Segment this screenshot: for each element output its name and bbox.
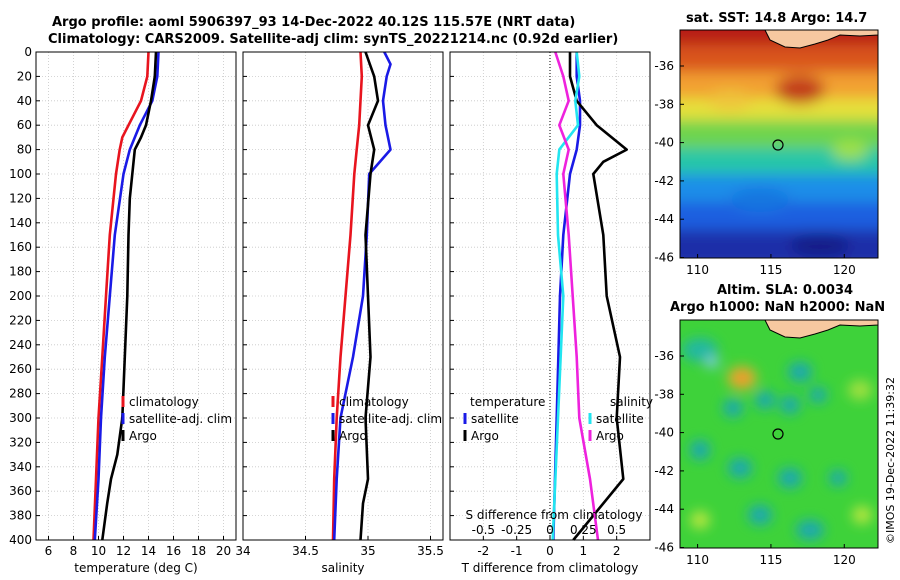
legend-label: satellite-adj. clim <box>339 412 442 426</box>
y-tick-label: 20 <box>17 69 32 83</box>
sst-lat-label: -38 <box>654 97 674 111</box>
y-tick-label: 160 <box>9 240 32 254</box>
y-tick-label: 360 <box>9 484 32 498</box>
y-tick-label: 220 <box>9 313 32 327</box>
y-tick-label: 80 <box>17 143 32 157</box>
sst-lat-label: -44 <box>654 212 674 226</box>
series-s-argo <box>554 51 600 541</box>
y-tick-label: 140 <box>9 216 32 230</box>
x-tick-label: 0 <box>546 544 554 558</box>
series-climatology <box>92 51 150 541</box>
y-tick-label: 300 <box>9 411 32 425</box>
argo-position-marker <box>772 139 784 151</box>
x-tick-label: 10 <box>91 544 106 558</box>
sla-lat-label: -36 <box>654 349 674 363</box>
x-tick-label: 20 <box>216 544 231 558</box>
sla-lon-label: 110 <box>686 553 709 567</box>
legend-label: Argo <box>339 429 367 443</box>
x2-axis-label: S difference from climatology <box>466 508 643 522</box>
y-tick-label: 120 <box>9 191 32 205</box>
legend-title: temperature <box>470 395 545 409</box>
x-tick-label: 34.5 <box>292 544 319 558</box>
x-tick-label: -2 <box>477 544 489 558</box>
x2-tick-label: 0 <box>546 523 554 537</box>
x-axis-label: T difference from climatology <box>461 561 639 575</box>
x2-tick-label: 0.25 <box>570 523 597 537</box>
sla-map-title1: Altim. SLA: 0.0034 <box>717 283 854 298</box>
x-tick-label: 12 <box>116 544 131 558</box>
sst-lat-label: -36 <box>654 59 674 73</box>
series-s-satellite <box>551 51 581 541</box>
y-tick-label: 60 <box>17 118 32 132</box>
x-tick-label: 35 <box>360 544 375 558</box>
x2-tick-label: -0.5 <box>472 523 495 537</box>
sst-map-title: sat. SST: 14.8 Argo: 14.7 <box>686 11 868 26</box>
y-tick-label: 100 <box>9 167 32 181</box>
sst-map <box>680 30 878 258</box>
sla-lat-label: -46 <box>654 541 674 555</box>
x-tick-label: 34 <box>235 544 250 558</box>
x-tick-label: 6 <box>45 544 53 558</box>
x-tick-label: -1 <box>511 544 523 558</box>
y-tick-label: 380 <box>9 509 32 523</box>
y-tick-label: 320 <box>9 435 32 449</box>
legend-title: salinity <box>610 395 653 409</box>
sst-lat-label: -46 <box>654 251 674 265</box>
x-axis-label: temperature (deg C) <box>74 561 197 575</box>
profile-panel-3: -2 -1 0 1 2 T difference from climatology temp… <box>449 51 653 575</box>
sla-map-title2: Argo h1000: NaN h2000: NaN <box>670 300 886 315</box>
series-t-argo <box>568 52 629 541</box>
legend-label: satellite <box>471 412 519 426</box>
y-tick-label: 260 <box>9 362 32 376</box>
legend-label: climatology <box>129 395 199 409</box>
profile-panel-2: 34 34.5 35 35.5 salinity climatology satellite… <box>235 51 444 575</box>
legend-label: Argo <box>129 429 157 443</box>
y-tick-label: 280 <box>9 387 32 401</box>
sst-lon-label: 110 <box>686 263 709 277</box>
sla-lat-label: -44 <box>654 502 674 516</box>
legend-label: satellite <box>596 412 644 426</box>
series-t-satellite <box>552 52 582 541</box>
chart-title-line2: Climatology: CARS2009. Satellite-adj cli… <box>48 32 619 47</box>
sst-lon-label: 115 <box>759 263 782 277</box>
x-tick-label: 8 <box>70 544 78 558</box>
x2-tick-label: 0.5 <box>607 523 626 537</box>
sst-lat-label: -40 <box>654 136 674 150</box>
sla-lat-label: -42 <box>654 464 674 478</box>
series-satellite-adj-clim <box>93 51 160 541</box>
x-tick-label: 1 <box>580 544 588 558</box>
x-tick-label: 2 <box>613 544 621 558</box>
y-tick-label: 200 <box>9 289 32 303</box>
legend-label: Argo <box>471 429 499 443</box>
x2-tick-label: -0.25 <box>501 523 532 537</box>
legend-label: Argo <box>596 429 624 443</box>
sla-lon-label: 115 <box>759 553 782 567</box>
x-tick-label: 35.5 <box>417 544 444 558</box>
sla-lat-label: -40 <box>654 426 674 440</box>
y-tick-label: 40 <box>17 94 32 108</box>
y-tick-label: 0 <box>24 45 32 59</box>
y-tick-label: 240 <box>9 338 32 352</box>
sla-map <box>680 320 878 548</box>
y-tick-label: 400 <box>9 533 32 547</box>
legend-label: satellite-adj. clim <box>129 412 232 426</box>
sla-lon-label: 120 <box>833 553 856 567</box>
argo-position-marker-sla <box>772 428 784 440</box>
chart-title-line1: Argo profile: aoml 5906397_93 14-Dec-202… <box>52 15 576 30</box>
series-argo <box>359 51 380 541</box>
profile-panel-1: 6 8 10 12 14 16 18 20 temperature (deg C) 0 20 40 60… <box>9 45 237 575</box>
x-tick-label: 14 <box>141 544 156 558</box>
y-tick-label: 180 <box>9 265 32 279</box>
x-tick-label: 16 <box>166 544 181 558</box>
sla-lat-label: -38 <box>654 387 674 401</box>
x-tick-label: 18 <box>191 544 206 558</box>
sst-lon-label: 120 <box>833 263 856 277</box>
series-argo <box>101 51 158 541</box>
x-axis-label: salinity <box>321 561 364 575</box>
sst-lat-label: -42 <box>654 174 674 188</box>
legend-label: climatology <box>339 395 409 409</box>
y-tick-label: 340 <box>9 460 32 474</box>
series-climatology <box>331 51 364 541</box>
